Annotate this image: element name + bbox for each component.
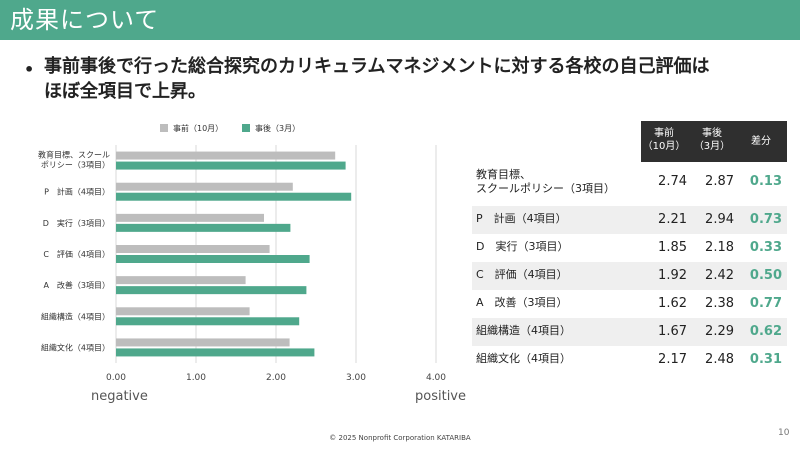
table-cell-diff: 0.62 [749,324,782,339]
legend-swatch-after [242,124,250,132]
slide-title: 成果について [10,6,160,34]
table-cell-after: 2.18 [705,240,734,255]
category-label: 教育目標、スクールポリシー（3項目） [38,150,110,170]
table-cell-after: 2.38 [705,296,734,311]
table-row: 組織構造（4項目） 1.67 2.29 0.62 [472,318,787,346]
category-label: D 実行（3項目） [43,218,110,228]
header-after: 事後 （3月） [693,128,731,152]
bar-after [116,192,352,201]
table-row: 組織文化（4項目） 2.17 2.48 0.31 [472,346,787,374]
copyright: © 2025 Nonprofit Corporation KATARIBA [329,434,471,442]
table-header: 事前 （10月） 事後 （3月） 差分 [641,121,787,162]
bar-before [116,182,293,191]
table-cell-label: D 実行（3項目） [476,240,569,253]
page-number: 10 [778,428,790,438]
bar-before [116,151,336,160]
table-row: D 実行（3項目） 1.85 2.18 0.33 [472,234,787,262]
table-cell-before: 2.21 [658,212,687,227]
table-cell-after: 2.42 [705,268,734,283]
table-cell-before: 1.67 [658,324,687,339]
table-cell-diff: 0.31 [749,352,782,367]
category-label: 組織構造（4項目） [41,311,110,321]
table-row: C 評価（4項目） 1.92 2.42 0.50 [472,262,787,290]
table-cell-label: 教育目標、 スクールポリシー（3項目） [476,168,615,195]
table-cell-before: 1.62 [658,296,687,311]
table-cell-diff: 0.33 [749,240,782,255]
bar-after [116,255,310,263]
bullet-dot: • [24,60,35,79]
table-cell-after: 2.87 [705,174,734,189]
category-label: A 改善（3項目） [43,280,110,290]
bar-after [116,348,315,357]
table-cell-label: A 改善（3項目） [476,296,568,309]
legend-swatch-before [160,124,168,132]
table-cell-label: C 評価（4項目） [476,268,568,281]
bar-after [116,223,291,232]
table-cell-diff: 0.13 [749,174,782,189]
x-tick-label: 1.00 [186,373,206,383]
table-cell-after: 2.29 [705,324,734,339]
category-label: P 計画（4項目） [44,187,110,197]
bar-chart: 0.00 1.00 2.00 3.00 4.00 事前（10月） 事後（3月） 教育目標、スク… [38,123,446,383]
table-cell-after: 2.48 [705,352,734,367]
header-diff: 差分 [751,136,771,147]
table-cell-diff: 0.77 [749,296,782,311]
slide-header: 成果について [0,0,800,40]
bar-before [116,338,290,347]
table-cell-before: 2.74 [658,174,687,189]
bar-before [116,276,246,285]
legend-label-before: 事前（10月） [173,123,223,133]
table-cell-after: 2.94 [705,212,734,227]
table-cell-before: 2.17 [658,352,687,367]
bar-before [116,245,270,253]
table-row: P 計画（4項目） 2.21 2.94 0.73 [472,206,787,234]
table-cell-label: P 計画（4項目） [476,212,567,225]
negative-label: negative [91,389,148,404]
table-row: 教育目標、 スクールポリシー（3項目） 2.74 2.87 0.13 [472,165,787,201]
positive-label: positive [415,389,466,404]
bar-after [116,161,346,170]
table-row: A 改善（3項目） 1.62 2.38 0.77 [472,290,787,318]
x-tick-label: 3.00 [346,373,366,383]
bar-after [116,286,307,295]
category-label: C 評価（4項目） [43,249,110,259]
table-cell-label: 組織構造（4項目） [476,324,571,337]
x-tick-label: 0.00 [106,373,126,383]
header-before: 事前 （10月） [642,128,686,152]
bar-after [116,317,300,326]
table-cell-diff: 0.73 [749,212,782,227]
x-tick-label: 4.00 [426,373,446,383]
table-cell-diff: 0.50 [749,268,782,283]
legend-label-after: 事後（3月） [255,123,300,133]
table-cell-before: 1.92 [658,268,687,283]
bullet-text: 事前事後で行った総合探究のカリキュラムマネジメントに対する各校の自己評価は ほぼ… [44,56,710,102]
table-cell-before: 1.85 [658,240,687,255]
table-cell-label: 組織文化（4項目） [476,352,571,365]
category-label: 組織文化（4項目） [41,342,110,352]
bar-before [116,307,250,316]
bar-before [116,213,264,222]
x-tick-label: 2.00 [266,373,286,383]
